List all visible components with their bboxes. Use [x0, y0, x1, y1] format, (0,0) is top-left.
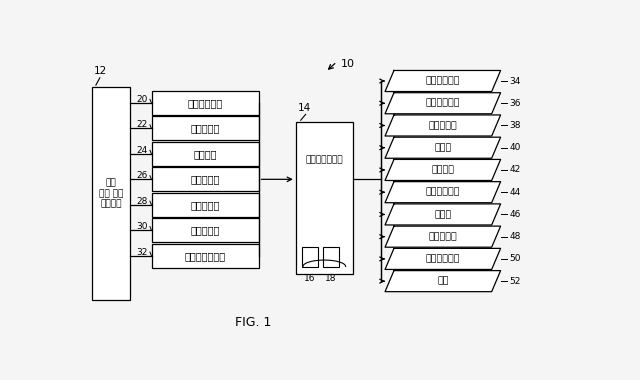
Polygon shape: [385, 93, 500, 114]
Polygon shape: [385, 137, 500, 158]
Text: 16: 16: [305, 274, 316, 283]
Polygon shape: [385, 182, 500, 203]
Text: 速度変換器: 速度変換器: [191, 124, 220, 133]
Text: 24: 24: [137, 146, 148, 155]
Polygon shape: [385, 249, 500, 269]
Text: 軸方向位置: 軸方向位置: [428, 121, 457, 130]
Text: 10: 10: [340, 59, 355, 69]
Bar: [92, 87, 130, 300]
Text: 地震センサ: 地震センサ: [191, 174, 220, 184]
Text: 42: 42: [509, 165, 521, 174]
Bar: [152, 193, 259, 217]
Text: 32: 32: [136, 248, 148, 256]
Text: ロータ速度: ロータ速度: [428, 232, 457, 241]
Text: 地震振動: 地震振動: [431, 165, 454, 174]
Bar: [152, 142, 259, 166]
Text: 26: 26: [136, 171, 148, 180]
Text: 12: 12: [94, 66, 107, 76]
Text: 52: 52: [509, 277, 521, 286]
Polygon shape: [385, 204, 500, 225]
Text: 38: 38: [509, 121, 521, 130]
Text: 50: 50: [509, 254, 521, 263]
Text: 44: 44: [509, 188, 521, 197]
Polygon shape: [385, 115, 500, 136]
Text: 加速度計: 加速度計: [193, 149, 217, 159]
Text: シャフト位置: シャフト位置: [426, 188, 460, 197]
Text: 偏心率: 偏心率: [434, 143, 451, 152]
Polygon shape: [385, 226, 500, 247]
Text: 資産状況モニタ: 資産状況モニタ: [305, 155, 343, 164]
Bar: [152, 91, 259, 115]
Text: FIG. 1: FIG. 1: [236, 317, 272, 329]
Text: 30: 30: [136, 222, 148, 231]
Text: 回転速度センサ: 回転速度センサ: [185, 251, 226, 261]
Text: 伸び差: 伸び差: [434, 210, 451, 219]
Text: 34: 34: [509, 76, 521, 86]
Text: 半径方向振動: 半径方向振動: [426, 76, 460, 86]
Text: 22: 22: [137, 120, 148, 129]
Text: ロータ加速度: ロータ加速度: [426, 254, 460, 263]
Polygon shape: [385, 271, 500, 292]
Text: 圧力センサ: 圧力センサ: [191, 200, 220, 210]
Text: 温度センサ: 温度センサ: [191, 225, 220, 235]
Bar: [296, 122, 353, 274]
Polygon shape: [385, 70, 500, 92]
Text: 温度: 温度: [437, 277, 449, 286]
Text: 20: 20: [136, 95, 148, 104]
Text: 14: 14: [298, 103, 312, 113]
Text: 半径方向位置: 半径方向位置: [426, 99, 460, 108]
Text: 18: 18: [325, 274, 337, 283]
Text: 46: 46: [509, 210, 521, 219]
Text: 28: 28: [136, 197, 148, 206]
Text: 近接プローブ: 近接プローブ: [188, 98, 223, 108]
Bar: [152, 244, 259, 268]
Bar: [323, 247, 339, 266]
Text: 40: 40: [509, 143, 521, 152]
Bar: [302, 247, 318, 266]
Text: 48: 48: [509, 232, 521, 241]
Bar: [152, 218, 259, 242]
Bar: [152, 116, 259, 140]
Polygon shape: [385, 160, 500, 180]
Bar: [152, 167, 259, 191]
Text: ガス
ター ビン
システム: ガス ター ビン システム: [99, 179, 123, 208]
Text: 36: 36: [509, 99, 521, 108]
